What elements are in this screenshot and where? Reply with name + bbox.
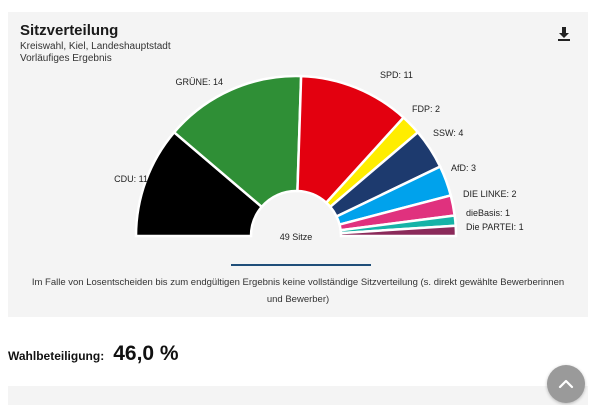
seat-label-ssw: SSW: 4	[433, 128, 463, 138]
download-icon	[558, 27, 570, 41]
turnout-row: Wahlbeteiligung: 46,0 %	[8, 342, 179, 366]
seat-distribution-card: Sitzverteilung Kreiswahl, Kiel, Landesha…	[8, 12, 588, 317]
tab-indicator	[231, 264, 371, 266]
seat-segment-cdu[interactable]	[134, 130, 264, 238]
seat-label-diebasis: dieBasis: 1	[466, 208, 510, 218]
seat-label-die-linke: DIE LINKE: 2	[463, 189, 517, 199]
chevron-up-icon	[558, 379, 574, 389]
seat-label-afd: AfD: 3	[451, 163, 476, 173]
seat-label-fdp: FDP: 2	[412, 104, 440, 114]
seat-segment-spd[interactable]	[296, 74, 406, 205]
seat-label-die-partei: Die PARTEI: 1	[466, 222, 524, 232]
next-section-bar	[8, 386, 588, 405]
turnout-label: Wahlbeteiligung:	[8, 349, 105, 363]
turnout-value: 46,0 %	[113, 342, 179, 365]
seat-total-label: 49 Sitze	[280, 232, 313, 242]
chart-subtitle: Kreiswahl, Kiel, Landeshauptstadt Vorläu…	[20, 41, 171, 65]
seat-label-spd: SPD: 11	[380, 70, 413, 80]
page-title: Sitzverteilung	[20, 22, 119, 39]
download-button[interactable]	[556, 26, 572, 42]
scroll-to-top-button[interactable]	[547, 365, 585, 403]
seat-segment-grüne[interactable]	[172, 74, 303, 209]
tie-break-note: Im Falle von Losentscheiden bis zum endg…	[31, 277, 565, 305]
seat-label-cdu: CDU: 11	[114, 174, 148, 184]
subtitle-status: Vorläufiges Ergebnis	[20, 53, 112, 64]
seat-segment-die-partei[interactable]	[339, 224, 458, 238]
seat-label-grüne: GRÜNE: 14	[175, 77, 223, 87]
seat-chart: CDU: 11 GRÜNE: 14 SPD: 11 FDP: 2 SSW: 4 AfD: …	[114, 70, 524, 242]
subtitle-election: Kreiswahl, Kiel, Landeshauptstadt	[20, 41, 171, 52]
